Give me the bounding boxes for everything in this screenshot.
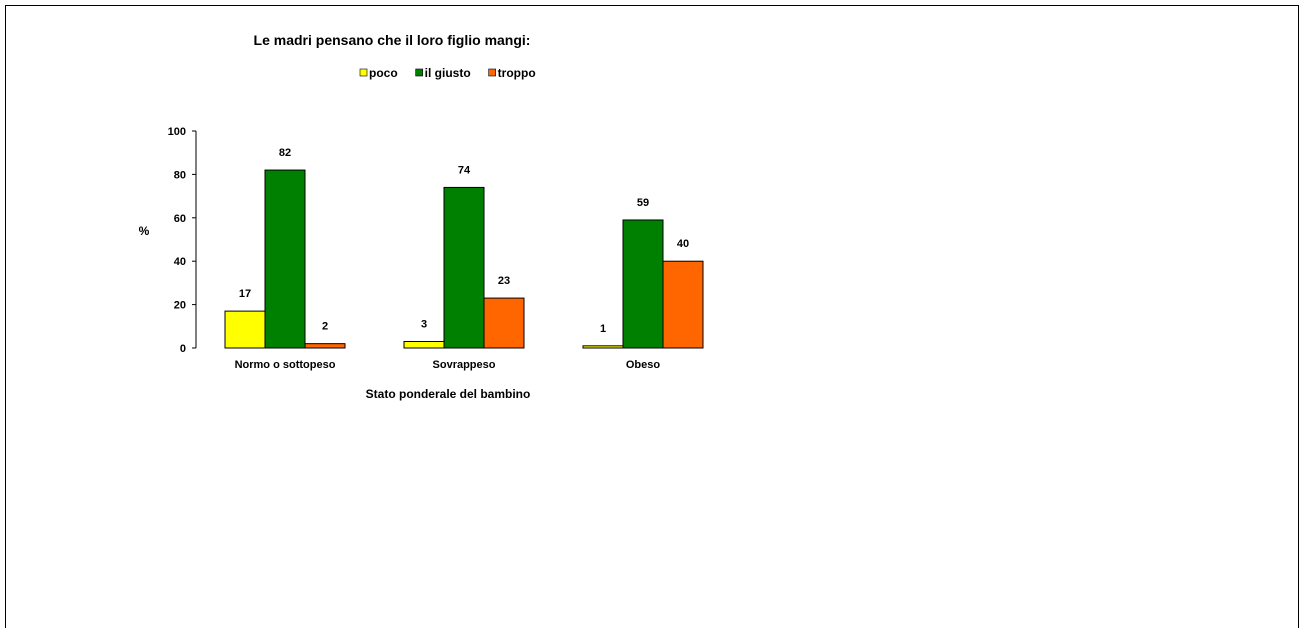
- legend-swatch: [359, 68, 368, 77]
- bar-poco-0: [224, 310, 266, 349]
- y-tick-label: 20: [174, 300, 186, 312]
- y-tick-label: 40: [174, 256, 186, 268]
- data-label: 59: [637, 197, 649, 209]
- data-label: 2: [322, 321, 328, 333]
- legend-label: poco: [369, 66, 398, 80]
- legend-swatch: [415, 68, 423, 77]
- y-tick-label: 60: [174, 213, 186, 225]
- y-tick-label: 80: [174, 169, 186, 181]
- data-label: 74: [458, 164, 471, 176]
- x-category-label: Obeso: [626, 359, 661, 371]
- legend-label: troppo: [498, 66, 536, 80]
- y-tick-label: 0: [180, 343, 186, 355]
- x-category-label: Normo o sottopeso: [235, 359, 336, 371]
- bar-poco-1: [403, 340, 445, 349]
- data-label: 3: [421, 318, 427, 330]
- legend: poco il giusto troppo: [359, 66, 536, 80]
- bar-il-giusto-0: [264, 169, 306, 349]
- data-label: 82: [279, 147, 291, 159]
- legend-swatch: [488, 68, 496, 77]
- chart-title: Le madri pensano che il loro figlio mang…: [254, 32, 531, 48]
- x-category-label: Sovrappeso: [433, 359, 496, 371]
- plot-area: 0 20 40 60 80 100 17 82 2 Normo o sottopeso 3 74 23 S…: [168, 126, 704, 371]
- data-label: 23: [498, 275, 510, 287]
- y-axis-title: %: [139, 224, 150, 238]
- x-axis-title: Stato ponderale del bambino: [366, 387, 531, 401]
- bar-troppo-2: [662, 260, 704, 349]
- legend-label: il giusto: [425, 66, 471, 80]
- data-label: 40: [677, 238, 689, 250]
- bar-poco-2: [582, 345, 624, 349]
- bar-il-giusto-1: [443, 186, 485, 349]
- bar-troppo-1: [483, 297, 525, 349]
- bar-troppo-0: [304, 343, 346, 349]
- bar-il-giusto-2: [622, 219, 664, 349]
- y-tick-label: 100: [168, 126, 186, 138]
- data-label: 17: [239, 288, 251, 300]
- data-label: 1: [600, 323, 606, 335]
